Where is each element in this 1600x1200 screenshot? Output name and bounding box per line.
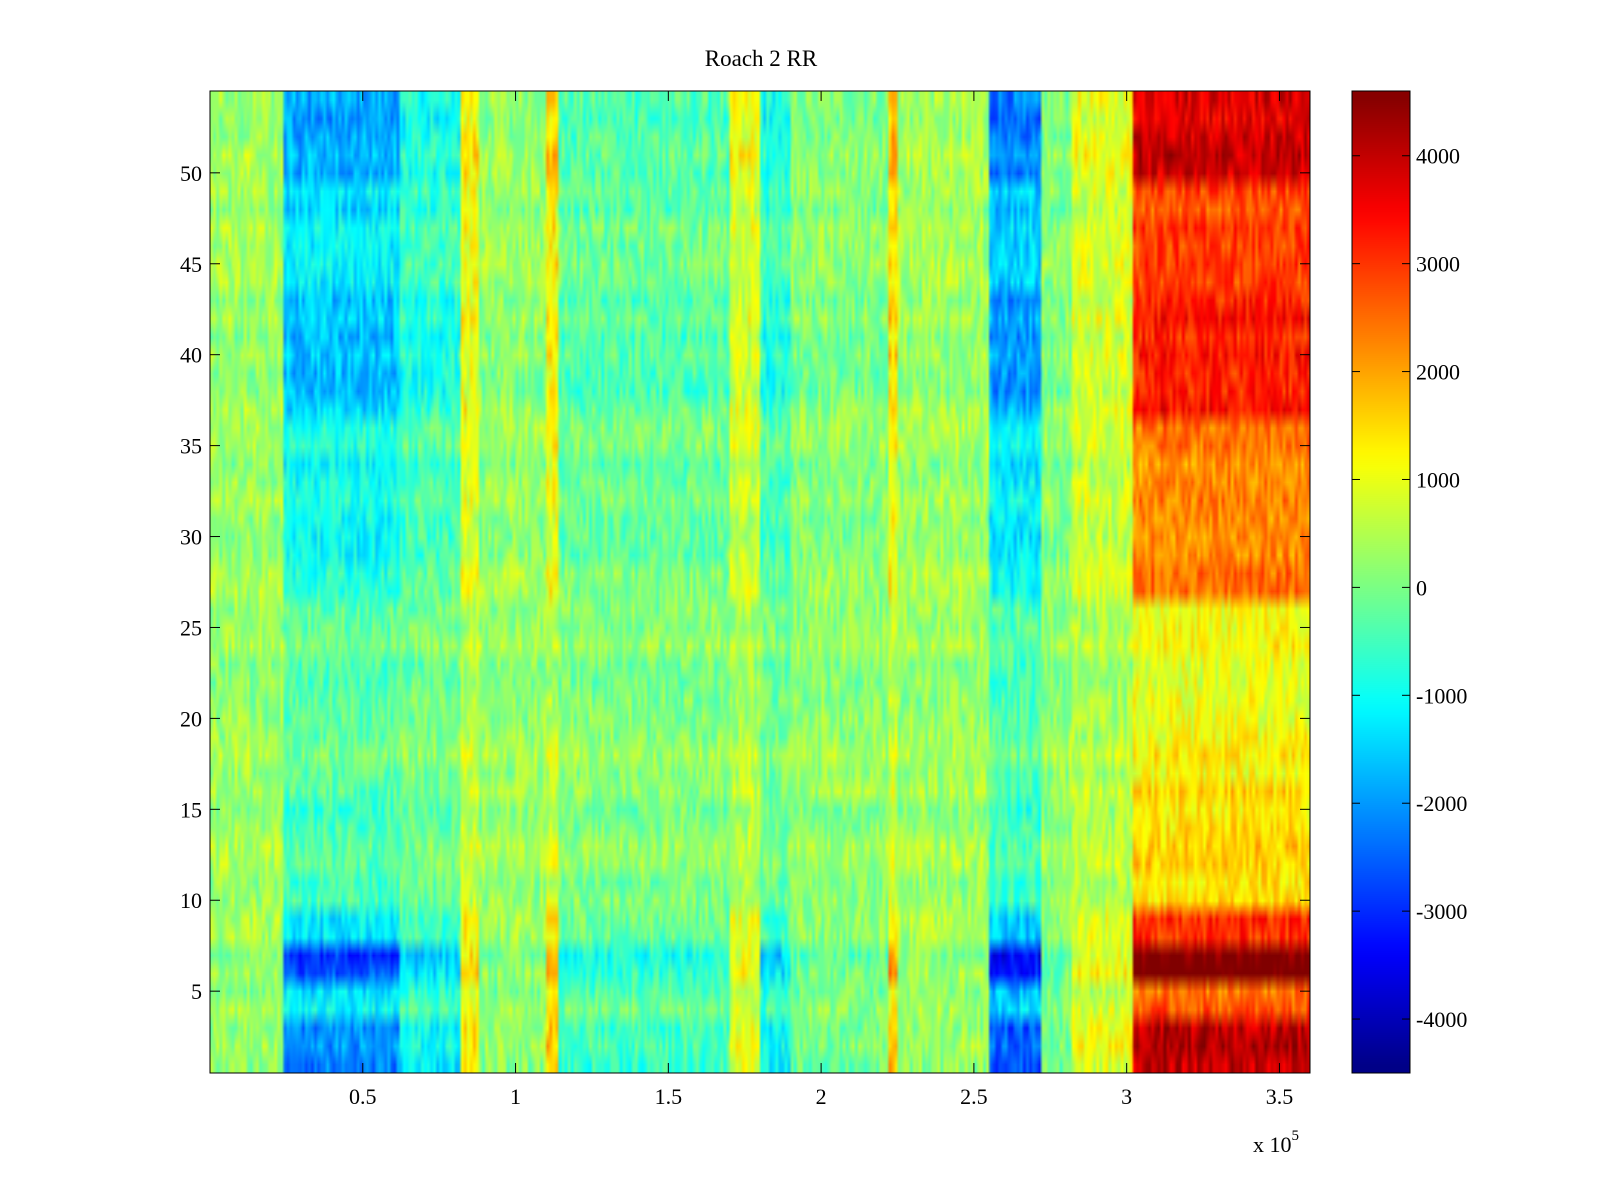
colorbar-tick-label: 4000 xyxy=(1416,144,1460,169)
colorbar-tick-label: 0 xyxy=(1416,575,1427,600)
y-tick-label: 10 xyxy=(180,888,202,913)
colorbar-tick-label: -4000 xyxy=(1416,1007,1467,1032)
y-tick-label: 45 xyxy=(180,252,202,277)
colorbar: -4000 -3000 -2000 -1000 0 1000 2000 3000 4000 xyxy=(1351,90,1467,1074)
y-tick-label: 20 xyxy=(180,706,202,731)
colorbar-tick-label: -3000 xyxy=(1416,899,1467,924)
heatmap-plot-area xyxy=(209,90,1311,1074)
x-tick-label: 2 xyxy=(816,1084,827,1109)
x-tick-label: 1 xyxy=(510,1084,521,1109)
colorbar-gradient xyxy=(1352,91,1410,1073)
x-tick-label: 2.5 xyxy=(960,1084,988,1109)
y-tick-label: 5 xyxy=(191,979,202,1004)
y-tick-label: 30 xyxy=(180,525,202,550)
x-tick-label: 1.5 xyxy=(655,1084,683,1109)
colorbar-frame xyxy=(1351,90,1411,1074)
plot-frame xyxy=(209,90,1311,1074)
x-axis-exponent: x 105 xyxy=(1253,1128,1299,1157)
x-tick-label: 3 xyxy=(1121,1084,1132,1109)
colorbar-tick-label: 1000 xyxy=(1416,467,1460,492)
x-exponent-power: 5 xyxy=(1292,1128,1300,1144)
colorbar-tick-label: -1000 xyxy=(1416,683,1467,708)
heatmap-cells xyxy=(210,91,1310,1073)
colorbar-ticks: -4000 -3000 -2000 -1000 0 1000 2000 3000 4000 xyxy=(1352,144,1467,1032)
colorbar-tick-label: 2000 xyxy=(1416,360,1460,385)
chart-title: Roach 2 RR xyxy=(705,46,818,71)
y-tick-label: 15 xyxy=(180,797,202,822)
x-tick-label: 0.5 xyxy=(349,1084,377,1109)
x-exponent-base: x 10 xyxy=(1253,1132,1292,1157)
y-axis: 5 10 15 20 25 30 35 40 45 50 xyxy=(180,161,1310,1004)
y-tick-label: 50 xyxy=(180,161,202,186)
colorbar-tick-label: -2000 xyxy=(1416,791,1467,816)
colorbar-tick-label: 3000 xyxy=(1416,252,1460,277)
y-tick-label: 35 xyxy=(180,434,202,459)
y-tick-label: 40 xyxy=(180,343,202,368)
x-axis: 0.5 1 1.5 2 2.5 3 3.5 xyxy=(349,91,1293,1109)
x-tick-label: 3.5 xyxy=(1266,1084,1294,1109)
y-tick-label: 25 xyxy=(180,615,202,640)
